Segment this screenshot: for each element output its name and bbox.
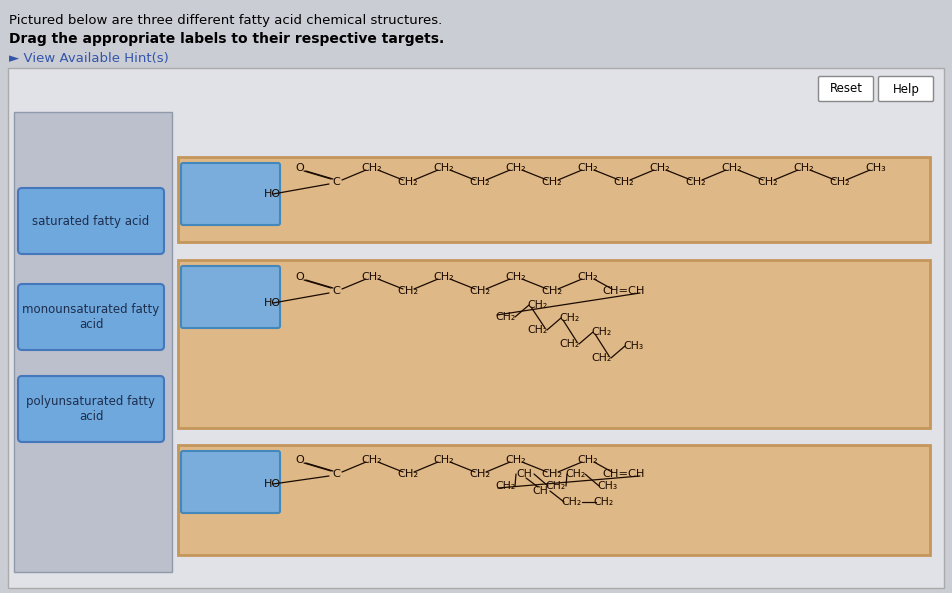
Text: HO: HO <box>264 189 281 199</box>
FancyBboxPatch shape <box>181 451 280 513</box>
Text: CH₂: CH₂ <box>434 163 454 173</box>
Text: CH: CH <box>516 469 532 479</box>
FancyBboxPatch shape <box>18 376 164 442</box>
Text: CH₂: CH₂ <box>591 327 611 337</box>
FancyBboxPatch shape <box>178 445 930 555</box>
Text: CH₂: CH₂ <box>506 455 526 465</box>
Text: CH=CH: CH=CH <box>603 286 645 296</box>
Text: CH₂: CH₂ <box>591 353 611 363</box>
FancyBboxPatch shape <box>819 76 874 101</box>
Text: O: O <box>296 163 305 173</box>
Text: HO: HO <box>264 479 281 489</box>
Text: CH₂: CH₂ <box>578 272 598 282</box>
FancyBboxPatch shape <box>18 284 164 350</box>
Text: CH₂: CH₂ <box>398 177 418 187</box>
FancyBboxPatch shape <box>18 188 164 254</box>
Text: CH₃: CH₃ <box>865 163 886 173</box>
FancyBboxPatch shape <box>181 266 280 328</box>
Text: CH₃: CH₃ <box>597 481 617 491</box>
Text: CH₃: CH₃ <box>623 341 643 351</box>
FancyBboxPatch shape <box>181 163 280 225</box>
Text: CH₂: CH₂ <box>562 497 582 507</box>
Text: saturated fatty acid: saturated fatty acid <box>32 215 149 228</box>
Text: CH₂: CH₂ <box>559 339 579 349</box>
Text: CH₂: CH₂ <box>362 455 383 465</box>
FancyBboxPatch shape <box>14 112 172 572</box>
Text: CH₂: CH₂ <box>434 455 454 465</box>
Text: CH₂: CH₂ <box>362 272 383 282</box>
Text: CH₂: CH₂ <box>526 300 547 310</box>
Text: CH₂: CH₂ <box>594 497 614 507</box>
Text: CH₂: CH₂ <box>565 469 585 479</box>
Text: CH₂: CH₂ <box>506 163 526 173</box>
Text: HO: HO <box>264 298 281 308</box>
Text: CH₂: CH₂ <box>545 481 566 491</box>
Text: O: O <box>296 272 305 282</box>
Text: polyunsaturated fatty
acid: polyunsaturated fatty acid <box>27 395 155 423</box>
Text: CH₂: CH₂ <box>469 286 490 296</box>
Text: ► View Available Hint(s): ► View Available Hint(s) <box>9 52 169 65</box>
Text: CH₂: CH₂ <box>362 163 383 173</box>
Text: CH₂: CH₂ <box>397 286 419 296</box>
FancyBboxPatch shape <box>8 68 944 588</box>
Text: Pictured below are three different fatty acid chemical structures.: Pictured below are three different fatty… <box>9 14 443 27</box>
Text: Reset: Reset <box>829 82 863 95</box>
Text: CH=CH: CH=CH <box>603 469 645 479</box>
Text: CH₂: CH₂ <box>794 163 814 173</box>
Text: CH₂: CH₂ <box>434 272 454 282</box>
Text: CH₂: CH₂ <box>685 177 706 187</box>
Text: CH₂: CH₂ <box>526 325 547 335</box>
FancyBboxPatch shape <box>879 76 934 101</box>
Text: CH₂: CH₂ <box>758 177 779 187</box>
Text: CH: CH <box>532 486 548 496</box>
Text: CH₂: CH₂ <box>469 469 490 479</box>
Text: CH₂: CH₂ <box>397 469 419 479</box>
Text: CH₂: CH₂ <box>542 177 563 187</box>
Text: CH₂: CH₂ <box>559 313 579 323</box>
Text: Drag the appropriate labels to their respective targets.: Drag the appropriate labels to their res… <box>9 32 445 46</box>
Text: CH₂: CH₂ <box>495 481 515 491</box>
FancyBboxPatch shape <box>178 260 930 428</box>
Text: O: O <box>296 455 305 465</box>
Text: CH₂: CH₂ <box>649 163 670 173</box>
Text: CH₂: CH₂ <box>722 163 743 173</box>
Text: CH₂: CH₂ <box>469 177 490 187</box>
Text: Help: Help <box>893 82 920 95</box>
Text: C: C <box>332 286 340 296</box>
Text: CH₂: CH₂ <box>578 455 598 465</box>
Text: CH₂: CH₂ <box>542 469 563 479</box>
Text: CH₂: CH₂ <box>578 163 598 173</box>
Text: CH₂: CH₂ <box>495 312 515 322</box>
Text: CH₂: CH₂ <box>506 272 526 282</box>
Text: CH₂: CH₂ <box>614 177 634 187</box>
FancyBboxPatch shape <box>178 157 930 242</box>
Text: CH₂: CH₂ <box>830 177 850 187</box>
Text: monounsaturated fatty
acid: monounsaturated fatty acid <box>23 303 160 331</box>
Text: CH₂: CH₂ <box>542 286 563 296</box>
Text: C: C <box>332 177 340 187</box>
Text: C: C <box>332 469 340 479</box>
